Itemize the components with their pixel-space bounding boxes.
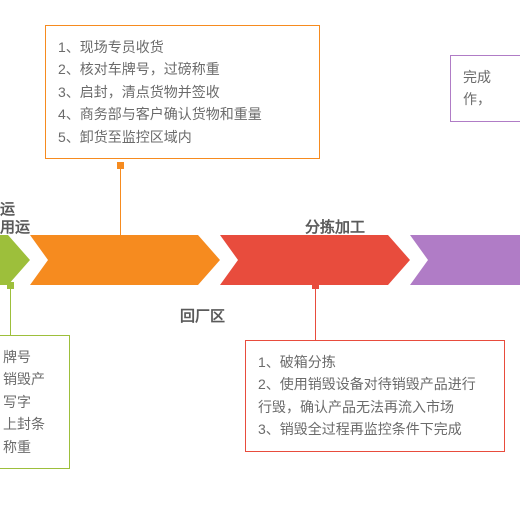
callout-item: 作， bbox=[463, 88, 520, 110]
process-chevron-2 bbox=[220, 235, 410, 285]
process-chevron-0 bbox=[0, 235, 30, 285]
connector-top-box bbox=[120, 165, 121, 235]
callout-item: 完成 bbox=[463, 66, 520, 88]
callout-item: 5、卸货至监控区域内 bbox=[58, 126, 307, 148]
callout-item: 3、启封，清点货物并签收 bbox=[58, 81, 307, 103]
callout-item: 销毁产 bbox=[3, 368, 57, 390]
callout-item: 4、商务部与客户确认货物和重量 bbox=[58, 103, 307, 125]
callout-item: 1、破箱分拣 bbox=[258, 351, 492, 373]
process-arrow-row bbox=[0, 235, 520, 285]
process-chevron-1 bbox=[30, 235, 220, 285]
callout-item: 写字 bbox=[3, 391, 57, 413]
callout-item: 上封条 bbox=[3, 413, 57, 435]
connector-end-bottom-box bbox=[312, 282, 319, 289]
connector-bottom-box bbox=[315, 285, 316, 340]
callout-top-box: 1、现场专员收货2、核对车牌号，过磅称重3、启封，清点货物并签收4、商务部与客户… bbox=[45, 25, 320, 159]
connector-end-top-box bbox=[117, 162, 124, 169]
stage-label-3: 分拣加工 bbox=[305, 216, 365, 237]
stage-label-2: 回厂区 bbox=[180, 305, 225, 326]
callout-left-bottom-box: 牌号销毁产写字上封条称重 bbox=[0, 335, 70, 469]
stage-label-1: 用运 bbox=[0, 216, 30, 237]
callout-item: 3、销毁全过程再监控条件下完成 bbox=[258, 418, 492, 440]
callout-item: 2、使用销毁设备对待销毁产品进行 行毁，确认产品无法再流入市场 bbox=[258, 373, 492, 418]
callout-right-box: 完成作， bbox=[450, 55, 520, 122]
connector-end-left-bottom-box bbox=[7, 282, 14, 289]
callout-bottom-box: 1、破箱分拣2、使用销毁设备对待销毁产品进行 行毁，确认产品无法再流入市场3、销… bbox=[245, 340, 505, 452]
connector-left-bottom-box bbox=[10, 285, 11, 335]
callout-item: 牌号 bbox=[3, 346, 57, 368]
callout-item: 1、现场专员收货 bbox=[58, 36, 307, 58]
callout-item: 2、核对车牌号，过磅称重 bbox=[58, 58, 307, 80]
callout-item: 称重 bbox=[3, 436, 57, 458]
process-chevron-3 bbox=[410, 235, 520, 285]
